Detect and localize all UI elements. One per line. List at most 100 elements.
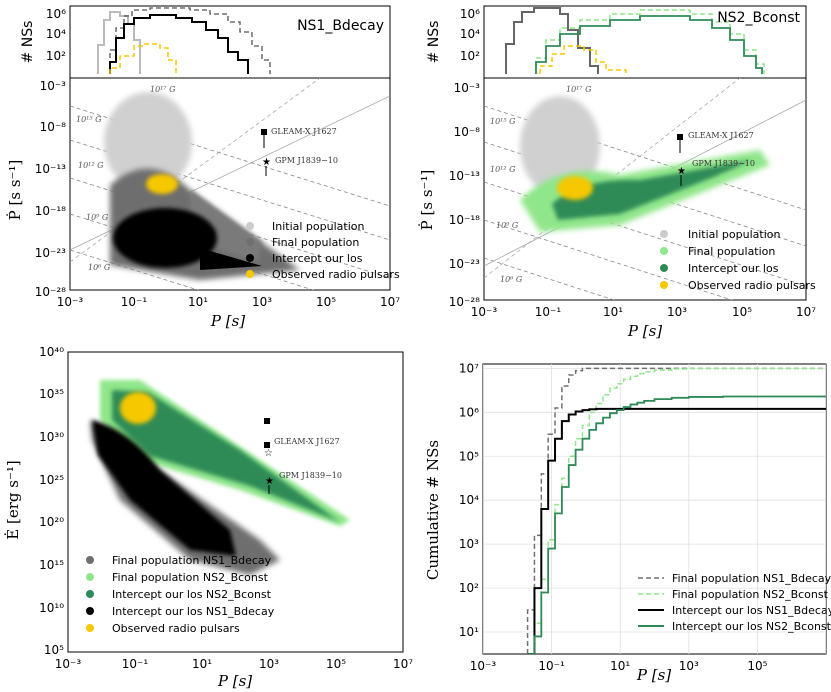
series-line-3: [527, 407, 826, 654]
legend-label: Final population: [272, 236, 359, 249]
bfield-label: 10⁹ G: [86, 213, 109, 222]
legend-marker: [86, 590, 94, 598]
xtick: 10⁻³: [470, 659, 497, 673]
xtick: 10⁵: [747, 659, 767, 673]
hist-ytick: 10⁴: [460, 27, 480, 41]
hist-ylabel: # NSs: [426, 21, 442, 64]
ytick: 10⁻²⁸: [449, 295, 480, 309]
legend-tl: Initial population Final population Inte…: [246, 220, 400, 281]
source-gpm-bl: ★ GPM J1839−10: [265, 471, 342, 494]
legend-label: Observed radio pulsars: [688, 279, 816, 292]
scatter-clouds-bl: [90, 380, 350, 575]
series-line-4: [527, 395, 826, 654]
gleam-marker-2: [264, 442, 270, 448]
legend-marker: [660, 247, 668, 255]
legend-marker: [246, 254, 254, 262]
xlabel: P [s]: [217, 672, 252, 690]
hist-observed: [109, 43, 177, 74]
legend-label: Initial population: [272, 220, 364, 233]
cloud-intercept-tail: [200, 248, 262, 270]
bfield-labels: 10¹⁷ G 10¹⁵ G 10¹² G 10⁹ G 10⁶ G: [490, 85, 592, 284]
ytick: 10⁻⁸: [40, 120, 67, 134]
gleam-label: GLEAM-X J1627: [271, 127, 337, 136]
source-gleam-tr: GLEAM-X J1627: [677, 131, 754, 153]
xtick: 10¹: [603, 305, 623, 319]
ytick: 10⁻²³: [35, 246, 66, 260]
yticks-br: 10⁷ 10⁶ 10⁵ 10⁴ 10³ 10² 10¹: [459, 361, 479, 639]
xtick: 10⁻³: [55, 657, 82, 671]
ytick: 10⁻²⁸: [35, 285, 66, 299]
ylabel: Ṗ [s s⁻¹]: [6, 160, 24, 221]
xtick: 10⁻³: [471, 305, 498, 319]
series-line-1: [526, 367, 826, 654]
xtick: 10⁵: [732, 305, 752, 319]
panel-title: NS2_Bconst: [717, 10, 800, 26]
yticks-bl: 10⁴⁰ 10³⁵ 10³⁰ 10²⁵ 10²⁰ 10¹⁵ 10¹⁰ 10⁵: [39, 345, 64, 657]
ytick: 10³⁵: [39, 387, 64, 401]
legend-br: Final population NS1_Bdecay Final popula…: [638, 572, 831, 633]
xtick: 10¹: [188, 295, 208, 309]
ytick: 10⁻¹³: [449, 169, 480, 183]
legend-tr: Initial population Final population Inte…: [660, 228, 816, 292]
xlabel: P [s]: [636, 666, 671, 684]
bfield-label: 10¹² G: [490, 165, 516, 174]
xtick: 10⁻³: [57, 295, 84, 309]
hist-observed: [539, 45, 627, 74]
gpm-star-icon: ★: [677, 166, 686, 177]
ytick: 10⁴: [459, 493, 479, 507]
ytick: 10²⁵: [39, 473, 64, 487]
ytick: 10²: [459, 581, 479, 595]
xtick: 10¹: [610, 659, 630, 673]
xtick: 10¹: [192, 657, 212, 671]
bfield-label: 10¹² G: [78, 161, 104, 170]
hist-initial: [505, 7, 599, 74]
ytick: 10⁷: [459, 361, 479, 375]
legend-label: Final population: [688, 245, 775, 258]
cloud-observed: [146, 174, 178, 194]
gleam-star-icon: ☆: [264, 448, 273, 459]
xtick: 10³: [667, 305, 687, 319]
hist-ytick: 10²: [46, 49, 66, 63]
xticks-tl: 10⁻³ 10⁻¹ 10¹ 10³ 10⁵ 10⁷: [57, 295, 400, 309]
cloud-initial: [520, 96, 600, 196]
panel-top-right: 10⁶ 10⁴ 10² # NSs NS2_Bconst 10¹⁷ G 10: [418, 5, 816, 340]
xtick: 10⁷: [380, 295, 400, 309]
xtick: 10⁵: [316, 295, 336, 309]
gpm-label: GPM J1839−10: [279, 471, 342, 480]
cloud-intercept: [552, 160, 752, 220]
bfield-label: 10¹⁷ G: [150, 85, 176, 94]
hist-final: [109, 7, 271, 74]
ytick: 10³: [459, 537, 479, 551]
ytick: 10¹⁵: [39, 558, 64, 572]
hist-initial: [97, 11, 141, 74]
panel-bottom-right: Final population NS1_Bdecay Final popula…: [424, 361, 831, 684]
legend-marker: [86, 556, 94, 564]
legend-label: Observed radio pulsars: [112, 622, 240, 635]
legend-marker: [660, 230, 668, 238]
ytick: 10⁻¹⁸: [449, 213, 480, 227]
legend-label: Final population NS1_Bdecay: [672, 572, 831, 585]
hist-ytick: 10⁴: [46, 27, 66, 41]
bfield-label: 10¹⁵ G: [76, 115, 102, 124]
gpm-label: GPM J1839−10: [692, 159, 755, 168]
ylabel: Ė [erg s⁻¹]: [4, 460, 22, 539]
bfield-label: 10⁶ G: [88, 263, 111, 272]
xtick: 10⁻¹: [538, 659, 565, 673]
bfield-label: 10⁹ G: [496, 221, 519, 230]
gleam-label: GLEAM-X J1627: [274, 437, 340, 446]
histogram-ns2: 10⁶ 10⁴ 10² # NSs NS2_Bconst: [426, 5, 807, 79]
bfield-labels: 10¹⁷ G 10¹⁵ G 10¹² G 10⁹ G 10⁶ G: [76, 85, 176, 272]
legend-marker: [86, 624, 94, 632]
panel-top-left: 10⁶ 10⁴ 10² # NSs NS1_Bdecay: [6, 5, 400, 330]
xtick: 10³: [252, 295, 272, 309]
xtick: 10⁷: [796, 305, 816, 319]
gleam-marker: [261, 129, 267, 135]
gpm-star-icon: ★: [262, 157, 271, 168]
hist-ytick: 10⁶: [460, 7, 480, 21]
bfield-label: 10⁶ G: [500, 275, 523, 284]
legend-label: Intercept our los NS1_Bdecay: [112, 605, 275, 618]
legend-marker: [86, 573, 94, 581]
legend-label: Intercept our los NS2_Bconst: [672, 620, 831, 633]
xtick: 10⁻¹: [122, 657, 149, 671]
hist-ytick: 10⁶: [46, 7, 66, 21]
